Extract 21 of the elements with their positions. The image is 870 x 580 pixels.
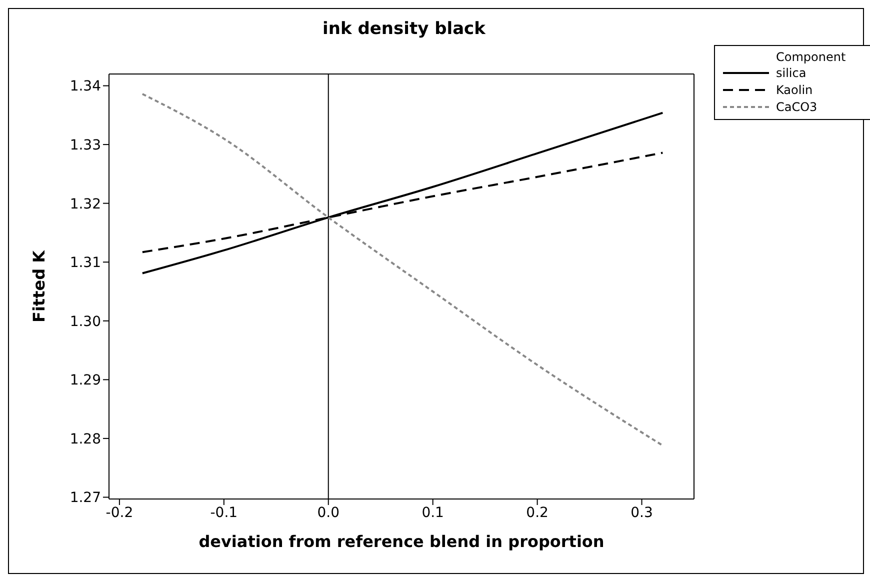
x-tick-label: 0.0	[317, 504, 340, 521]
x-tick-label: 0.3	[630, 504, 653, 521]
x-axis-title: deviation from reference blend in proportion	[198, 532, 604, 551]
legend-label: silica	[776, 66, 806, 80]
chart-title: ink density black	[322, 19, 486, 39]
y-tick-label: 1.32	[70, 196, 101, 212]
y-tick-label: 1.33	[70, 138, 101, 154]
x-tick-label: -0.2	[106, 504, 134, 521]
y-tick-label: 1.30	[70, 314, 101, 330]
legend-title: Component	[775, 50, 847, 64]
y-tick-label: 1.29	[70, 372, 101, 389]
y-tick-label: 1.31	[70, 255, 101, 272]
legend-label: Kaolin	[776, 82, 813, 96]
legend-label: CaCO3	[776, 100, 818, 114]
x-tick-label: 0.2	[526, 504, 548, 521]
y-tick-label: 1.27	[70, 490, 101, 506]
x-tick-label: -0.1	[210, 504, 238, 521]
y-axis-title: Fitted K	[30, 250, 49, 322]
y-tick-label: 1.34	[70, 78, 102, 95]
x-tick-label: 0.1	[422, 504, 444, 521]
y-tick-label: 1.28	[70, 431, 101, 448]
